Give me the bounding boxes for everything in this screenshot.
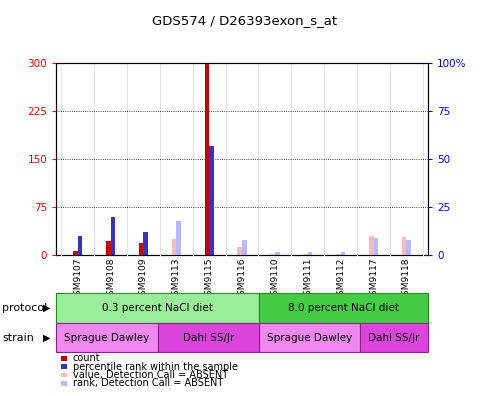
Bar <box>406 240 410 255</box>
Bar <box>106 241 110 255</box>
Text: rank, Detection Call = ABSENT: rank, Detection Call = ABSENT <box>73 378 223 388</box>
Text: ▶: ▶ <box>42 303 50 313</box>
Bar <box>368 236 373 255</box>
Bar <box>259 323 360 352</box>
Bar <box>401 238 406 255</box>
Text: Dahl SS/Jr: Dahl SS/Jr <box>367 333 419 343</box>
Bar <box>171 240 176 255</box>
Text: protocol: protocol <box>2 303 48 313</box>
Bar <box>56 293 259 323</box>
Text: Dahl SS/Jr: Dahl SS/Jr <box>182 333 233 343</box>
Text: percentile rank within the sample: percentile rank within the sample <box>73 362 237 372</box>
Text: 0.3 percent NaCl diet: 0.3 percent NaCl diet <box>102 303 213 313</box>
Bar <box>242 240 246 255</box>
Text: value, Detection Call = ABSENT: value, Detection Call = ABSENT <box>73 370 227 380</box>
Text: Sprague Dawley: Sprague Dawley <box>64 333 149 343</box>
Text: GSM9115: GSM9115 <box>204 257 213 301</box>
Text: GSM9110: GSM9110 <box>270 257 279 301</box>
Bar <box>360 323 427 352</box>
Bar <box>204 63 209 255</box>
Bar <box>73 251 78 255</box>
Bar <box>110 217 115 255</box>
Bar <box>157 323 259 352</box>
Text: count: count <box>73 353 100 364</box>
Text: strain: strain <box>2 333 34 343</box>
Text: GSM9117: GSM9117 <box>368 257 377 301</box>
Text: GSM9118: GSM9118 <box>401 257 410 301</box>
Bar <box>176 221 181 255</box>
Bar <box>335 254 340 255</box>
Bar <box>143 232 148 255</box>
Bar <box>307 251 312 255</box>
Text: GSM9109: GSM9109 <box>139 257 147 301</box>
Bar <box>259 293 427 323</box>
Text: GSM9107: GSM9107 <box>73 257 82 301</box>
Bar <box>237 247 242 255</box>
Bar <box>78 236 82 255</box>
Text: GSM9108: GSM9108 <box>106 257 115 301</box>
Bar <box>242 246 246 255</box>
Text: ▶: ▶ <box>42 333 50 343</box>
Text: GSM9116: GSM9116 <box>237 257 246 301</box>
Bar <box>139 243 143 255</box>
Bar <box>340 251 345 255</box>
Text: Sprague Dawley: Sprague Dawley <box>266 333 351 343</box>
Bar <box>209 146 213 255</box>
Text: GDS574 / D26393exon_s_at: GDS574 / D26393exon_s_at <box>152 14 336 27</box>
Text: GSM9112: GSM9112 <box>336 257 345 301</box>
Text: GSM9113: GSM9113 <box>171 257 181 301</box>
Text: 8.0 percent NaCl diet: 8.0 percent NaCl diet <box>287 303 398 313</box>
Bar <box>274 251 279 255</box>
Bar <box>303 254 307 255</box>
Bar <box>373 238 377 255</box>
Bar <box>270 254 274 255</box>
Bar <box>56 323 157 352</box>
Text: GSM9111: GSM9111 <box>303 257 312 301</box>
